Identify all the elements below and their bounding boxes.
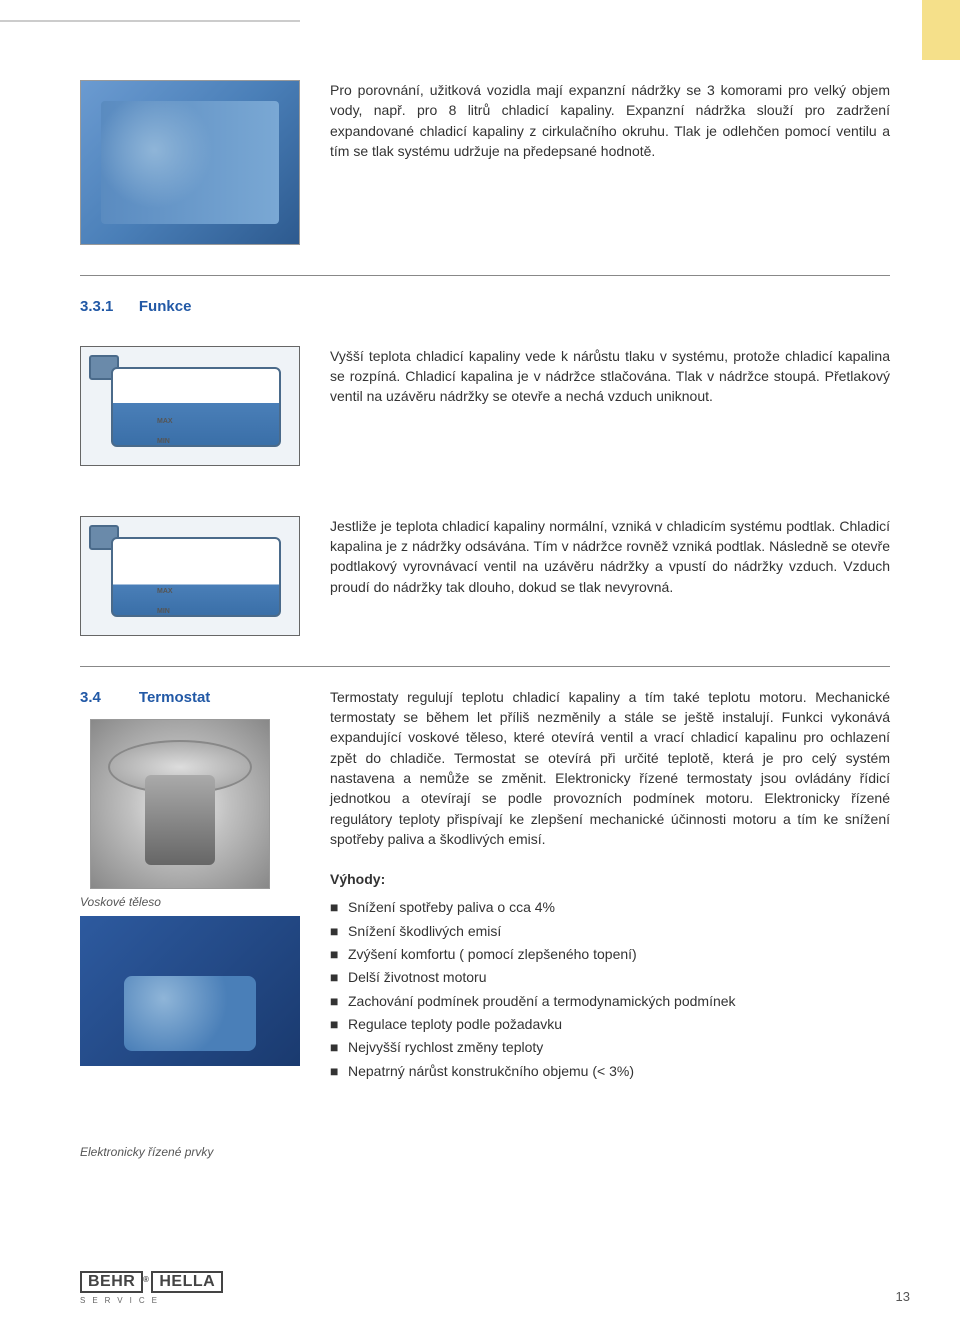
advantage-item: Zvýšení komfortu ( pomocí zlepšeného top… xyxy=(330,944,890,964)
advantage-item: Regulace teploty podle požadavku xyxy=(330,1014,890,1034)
termostat-paragraph: Termostaty regulují teplotu chladicí kap… xyxy=(330,687,890,849)
thermostat-caption: Voskové těleso xyxy=(80,894,330,911)
electronic-caption: Elektronicky řízené prvky xyxy=(80,1144,890,1161)
advantage-item: Snížení spotřeby paliva o cca 4% xyxy=(330,897,890,917)
header-rule xyxy=(0,20,300,22)
section-divider xyxy=(80,666,890,667)
page-accent-tab xyxy=(922,0,960,60)
behr-logo: BEHR xyxy=(80,1271,143,1293)
advantages-list: Snížení spotřeby paliva o cca 4% Snížení … xyxy=(330,897,890,1080)
section-title: Termostat xyxy=(139,689,210,706)
tank-row-2: MAX MIN Jestliže je teplota chladicí kap… xyxy=(80,516,890,636)
section-title: Funkce xyxy=(139,298,192,315)
section-331-header-row: 3.3.1 Funkce xyxy=(80,296,890,318)
funkce-para-1: Vyšší teplota chladicí kapaliny vede k n… xyxy=(330,346,890,407)
expansion-tank-diagram-low: MAX MIN xyxy=(80,516,300,636)
page-content: Pro porovnání, užitková vozidla mají exp… xyxy=(0,0,960,1201)
page-number: 13 xyxy=(896,1288,910,1307)
intro-paragraph: Pro porovnání, užitková vozidla mají exp… xyxy=(330,80,890,161)
footer-logo-block: BEHR HELLA xyxy=(80,1271,223,1293)
electronic-thermostat-image xyxy=(80,916,300,1066)
tank-max-label: MAX xyxy=(157,587,173,597)
advantage-item: Zachování podmínek proudění a termodynam… xyxy=(330,991,890,1011)
tank-max-label: MAX xyxy=(157,417,173,427)
service-subtext: SERVICE xyxy=(80,1295,223,1307)
tank-min-label: MIN xyxy=(157,437,170,447)
section-number: 3.3.1 xyxy=(80,296,135,318)
expansion-tank-diagram-high: MAX MIN xyxy=(80,346,300,466)
engine-cooling-image xyxy=(80,80,300,245)
advantage-item: Nejvyšší rychlost změny teploty xyxy=(330,1037,890,1057)
section-34-row: 3.4 Termostat Voskové těleso Termostaty … xyxy=(80,687,890,1084)
tank-row-1: MAX MIN Vyšší teplota chladicí kapaliny … xyxy=(80,346,890,466)
advantage-item: Nepatrný nárůst konstrukčního objemu (< … xyxy=(330,1061,890,1081)
section-divider xyxy=(80,275,890,276)
hella-logo: HELLA xyxy=(151,1271,223,1293)
funkce-para-2: Jestliže je teplota chladicí kapaliny no… xyxy=(330,516,890,597)
tank-min-label: MIN xyxy=(157,607,170,617)
page-footer: BEHR HELLA SERVICE 13 xyxy=(80,1271,910,1307)
intro-row: Pro porovnání, užitková vozidla mají exp… xyxy=(80,80,890,245)
section-number: 3.4 xyxy=(80,687,135,709)
advantages-heading: Výhody: xyxy=(330,869,890,889)
thermostat-image xyxy=(90,719,270,889)
advantage-item: Delší životnost motoru xyxy=(330,967,890,987)
advantage-item: Snížení škodlivých emisí xyxy=(330,921,890,941)
